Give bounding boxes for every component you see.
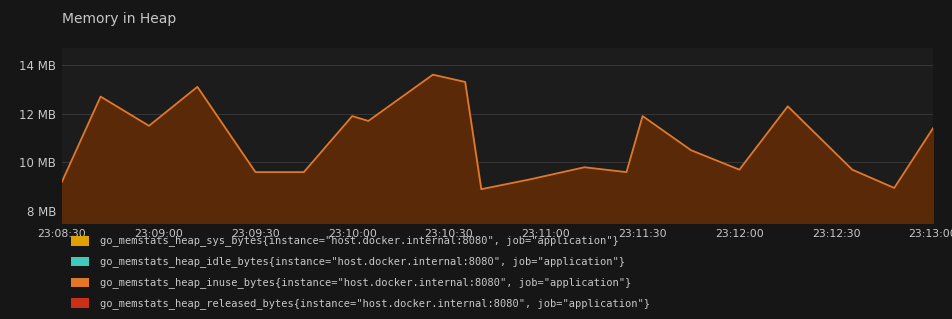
Text: go_memstats_heap_sys_bytes{instance="host.docker.internal:8080", job="applicatio: go_memstats_heap_sys_bytes{instance="hos… (100, 235, 619, 246)
Text: Memory in Heap: Memory in Heap (62, 11, 176, 26)
Text: go_memstats_heap_released_bytes{instance="host.docker.internal:8080", job="appli: go_memstats_heap_released_bytes{instance… (100, 298, 650, 308)
Text: go_memstats_heap_idle_bytes{instance="host.docker.internal:8080", job="applicati: go_memstats_heap_idle_bytes{instance="ho… (100, 256, 625, 267)
Text: go_memstats_heap_inuse_bytes{instance="host.docker.internal:8080", job="applicat: go_memstats_heap_inuse_bytes{instance="h… (100, 277, 631, 288)
